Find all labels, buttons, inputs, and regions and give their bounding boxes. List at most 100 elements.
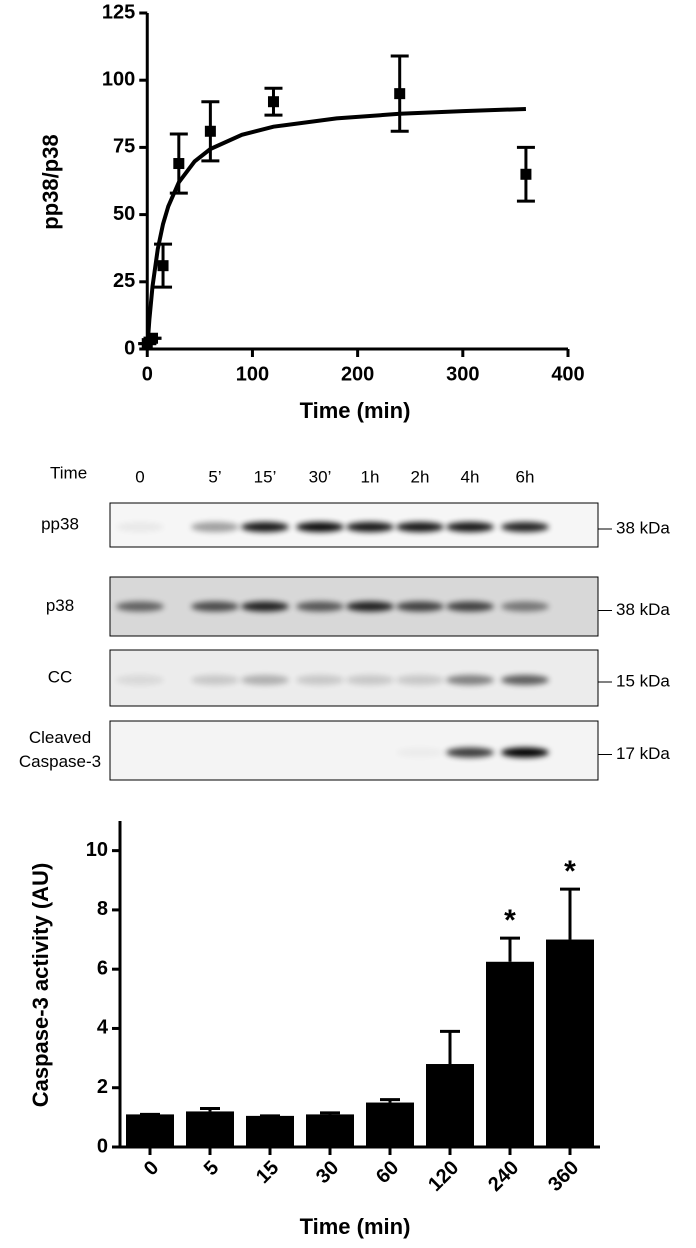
y-tick-label: 75 (113, 136, 135, 158)
lane-label: 4h (461, 467, 480, 486)
blot-band (346, 522, 394, 532)
bar (426, 1064, 474, 1147)
blot-band (396, 675, 444, 685)
point (267, 96, 279, 108)
marker-label: 15 kDa (616, 671, 670, 690)
y-tick-label: 50 (113, 203, 135, 225)
error-bar (380, 1098, 400, 1103)
x-axis-label: Time (min) (300, 1214, 411, 1239)
significance-mark: * (564, 855, 576, 888)
x-tick-label: 120 (424, 1157, 463, 1196)
blot-band (116, 675, 164, 685)
x-axis-label: Time (min) (300, 398, 411, 423)
lane-label: 2h (411, 467, 430, 486)
x-tick-label: 100 (236, 363, 269, 385)
y-axis-label: Caspase-3 activity (AU) (28, 863, 53, 1108)
blot-band (296, 675, 344, 685)
point (173, 158, 185, 170)
y-tick-label: 8 (97, 898, 108, 920)
marker-label: 38 kDa (616, 518, 670, 537)
y-axis-label: pp38/p38 (38, 134, 63, 229)
blot-band (501, 601, 549, 612)
blot-band (396, 748, 444, 758)
blot-band (501, 522, 549, 532)
blot-band (446, 522, 494, 532)
x-tick-label: 200 (341, 363, 374, 385)
lane-label: 0 (135, 467, 144, 486)
blot-band (346, 601, 394, 612)
blot-band (241, 675, 289, 685)
x-tick-label: 400 (551, 363, 584, 385)
blot-time-label: Time (50, 463, 87, 482)
blot-band (501, 675, 549, 685)
y-tick-label: 0 (124, 337, 135, 359)
error-bar (440, 1029, 460, 1065)
fit-curve (145, 106, 526, 350)
bar (246, 1115, 294, 1147)
bar (546, 939, 594, 1147)
error-bar (560, 887, 580, 940)
point (204, 125, 216, 137)
row-label: Cleaved (29, 728, 91, 747)
x-tick-label: 60 (372, 1157, 403, 1188)
lane-label: 5’ (208, 467, 221, 486)
x-tick-label: 0 (142, 363, 153, 385)
x-tick-label: 5 (200, 1157, 223, 1180)
blot-band (396, 522, 444, 532)
row-label: pp38 (41, 514, 79, 533)
blot-band (501, 747, 549, 758)
row-label: Caspase-3 (19, 752, 101, 771)
x-tick-label: 30 (312, 1157, 343, 1188)
blot-band (241, 601, 289, 612)
row-label: CC (48, 667, 73, 686)
y-tick-label: 100 (102, 68, 135, 90)
point (157, 260, 169, 272)
x-tick-label: 15 (252, 1157, 283, 1188)
blot-band (191, 675, 239, 685)
bar (126, 1114, 174, 1147)
x-tick-label: 0 (140, 1157, 163, 1180)
bar (186, 1111, 234, 1147)
point (394, 88, 406, 100)
blot-band (346, 675, 394, 685)
y-tick-label: 6 (97, 957, 108, 979)
bar (366, 1102, 414, 1147)
lane-label: 6h (516, 467, 535, 486)
point (147, 332, 159, 344)
lane-label: 30’ (309, 467, 332, 486)
error-bar (200, 1106, 220, 1112)
bar (306, 1114, 354, 1147)
blot-band (116, 601, 164, 612)
error-bar (500, 936, 520, 962)
x-tick-label: 300 (446, 363, 479, 385)
blot-band (446, 747, 494, 758)
blot-band (241, 522, 289, 532)
blot-band (446, 601, 494, 612)
blot-band (116, 522, 164, 532)
lane-label: 15’ (254, 467, 277, 486)
blot-band (191, 522, 239, 532)
y-tick-label: 10 (86, 839, 108, 861)
y-tick-label: 0 (97, 1135, 108, 1157)
lane-label: 1h (361, 467, 380, 486)
blot-band (191, 601, 239, 612)
y-tick-label: 4 (97, 1017, 109, 1039)
y-tick-label: 125 (102, 1, 135, 23)
blot-band (446, 675, 494, 685)
blot-band (396, 601, 444, 612)
blot-band (296, 601, 344, 612)
y-tick-label: 25 (113, 270, 135, 292)
significance-mark: * (504, 904, 516, 937)
blot-band (296, 522, 344, 532)
bar (486, 961, 534, 1147)
error-bar (320, 1111, 340, 1115)
x-tick-label: 240 (484, 1157, 523, 1196)
y-tick-label: 2 (97, 1076, 108, 1098)
row-label: p38 (46, 596, 74, 615)
x-tick-label: 360 (544, 1157, 583, 1196)
point (520, 168, 532, 180)
marker-label: 17 kDa (616, 744, 670, 763)
marker-label: 38 kDa (616, 600, 670, 619)
